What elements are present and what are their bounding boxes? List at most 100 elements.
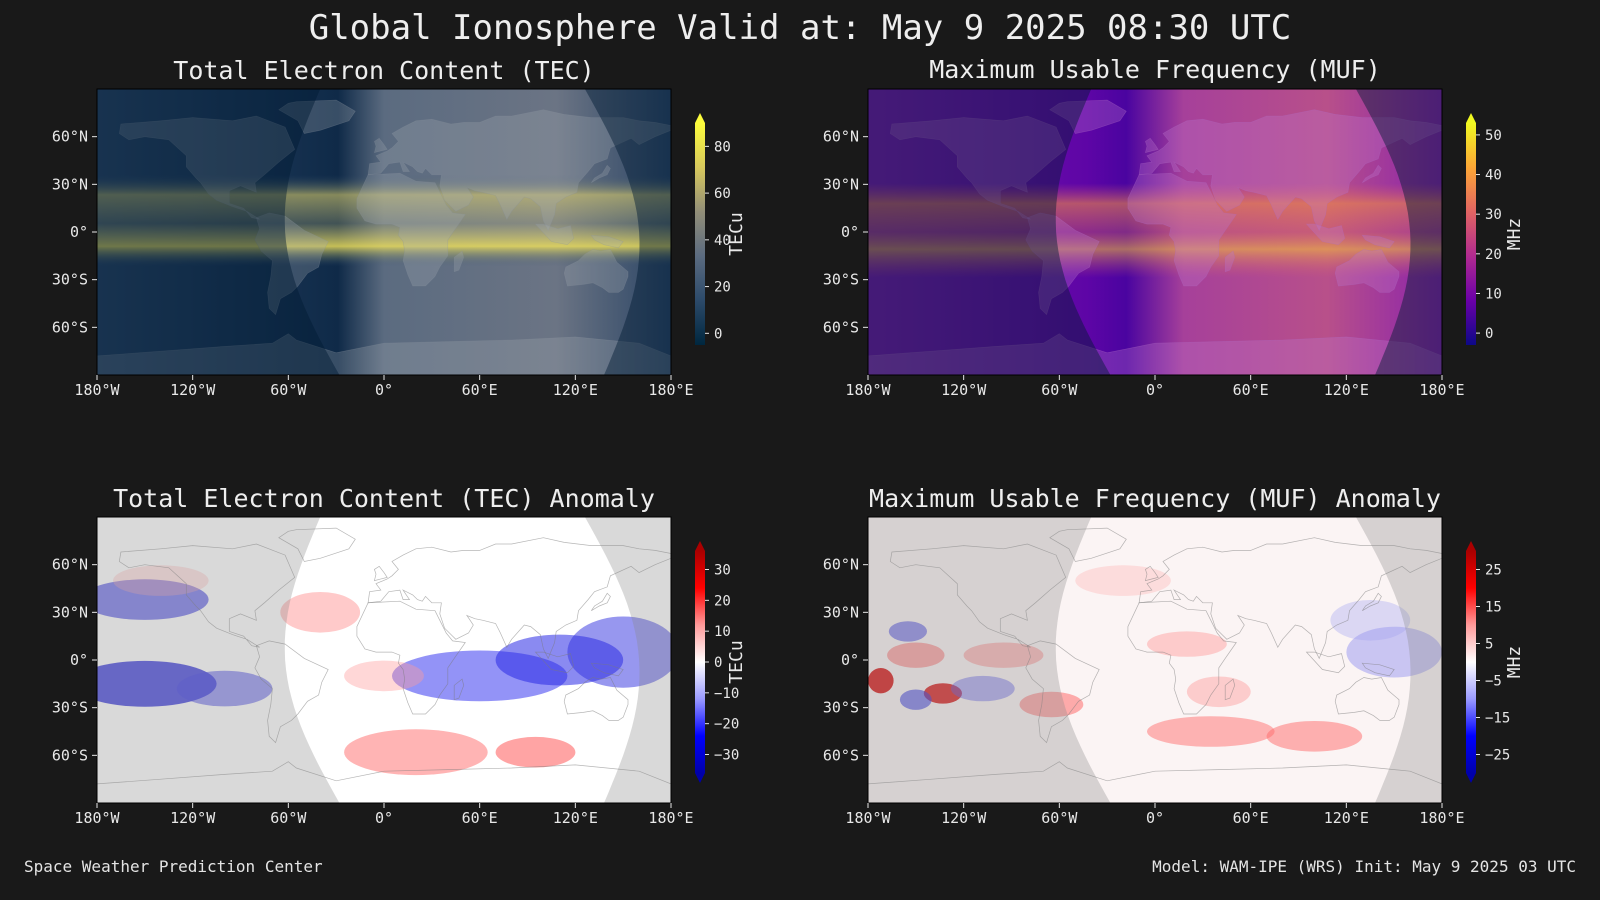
lat-tick-label: 30°N [52, 175, 88, 193]
lat-tick-label: 0° [841, 223, 859, 241]
lon-tick-label: 120°W [170, 381, 216, 399]
land-shape [534, 223, 575, 246]
colorbar-tick-label: −5 [1485, 674, 1502, 690]
land-shape [367, 109, 671, 232]
colorbar-ramp [1466, 123, 1476, 345]
anomaly-blob [495, 736, 576, 768]
anomaly-blob [97, 579, 209, 620]
footer-model: Model: WAM-IPE (WRS) Init: May 9 2025 03… [1152, 857, 1576, 876]
muf-anomaly-colorbar: 25 15 5 −5 −15 −25 MHz [1466, 541, 1525, 783]
anomaly-blob [899, 689, 932, 710]
tec-anomaly-map: 60°N 30°N 0° 30°S 60°S 180°W 120°W 60°W 0° 60°E 12… [52, 516, 747, 827]
lat-tick-label: 30°S [823, 699, 859, 717]
coastline [97, 761, 671, 803]
colorbar-tick-label: 25 [1485, 563, 1502, 579]
lon-tick-label: 120°E [1324, 381, 1369, 399]
lon-tick-label: 0° [1146, 809, 1164, 827]
anomaly-blob [887, 642, 945, 668]
colorbar-tick-label: −10 [714, 686, 739, 702]
coastline [254, 640, 329, 744]
lon-tick-label: 180°W [74, 381, 120, 399]
coastline [889, 543, 1067, 648]
coastline [453, 678, 465, 701]
tec-anomaly-panel-title: Total Electron Content (TEC) Anomaly [113, 484, 655, 513]
lat-tick-label: 60°S [52, 318, 88, 336]
colorbar-tick-label: −25 [1485, 748, 1510, 764]
colorbar-extend-max [695, 541, 705, 551]
tec-anomaly-colorbar: 30 20 10 0 −10 −20 −30 TECu [695, 541, 747, 783]
land-shape [1361, 234, 1395, 249]
night-shade-east [584, 517, 671, 803]
lon-tick-label: 180°E [1419, 809, 1464, 827]
land-shape [118, 115, 296, 220]
coastline [356, 600, 466, 715]
land-shape [373, 137, 388, 154]
night-shade-west [97, 89, 340, 375]
colorbar-tick-label: 80 [714, 139, 731, 155]
colorbar-tick-label: 0 [1485, 326, 1493, 342]
lon-tick-label: 180°E [648, 381, 693, 399]
lon-tick-label: 120°W [170, 809, 216, 827]
lon-tick-label: 60°E [1233, 381, 1269, 399]
lat-tick-label: 60°S [823, 318, 859, 336]
anomaly-blob [1186, 676, 1251, 708]
colorbar-tick-label: 20 [714, 593, 731, 609]
colorbar-tick-label: −20 [714, 717, 739, 733]
lat-tick-label: 30°S [52, 699, 88, 717]
anomaly-blob [344, 729, 488, 776]
coastline [1138, 537, 1442, 660]
night-shade-east [584, 89, 671, 375]
colorbar-label: TECu [726, 640, 747, 683]
land-shape [1224, 250, 1236, 273]
night-shade-west [868, 517, 1111, 803]
colorbar-tick-label: 10 [1485, 286, 1502, 302]
night-shade-east [1355, 517, 1442, 803]
coastline [534, 651, 575, 674]
colorbar-label: MHz [1504, 218, 1525, 251]
anomaly-blob [868, 668, 894, 694]
anomaly-blob [113, 565, 209, 596]
night-shade-west [868, 89, 1111, 375]
coastline [1224, 678, 1236, 701]
tec-panel-title: Total Electron Content (TEC) [173, 56, 595, 85]
colorbar-tick-label: 0 [714, 326, 722, 342]
lat-tick-label: 60°N [52, 556, 88, 574]
colorbar-label: TECu [726, 212, 747, 255]
colorbar-tick-label: 5 [1485, 637, 1493, 653]
coastline [1049, 527, 1127, 562]
coastline [373, 565, 388, 582]
coastline [563, 677, 629, 721]
land-shape [563, 249, 629, 293]
lat-tick-label: 60°N [823, 556, 859, 574]
lon-tick-label: 180°E [648, 809, 693, 827]
lon-tick-label: 180°E [1419, 381, 1464, 399]
muf-colorbar: 0 10 20 30 40 50 MHz [1466, 113, 1525, 345]
anomaly-blob [176, 670, 273, 707]
lon-tick-label: 60°W [270, 381, 307, 399]
lon-tick-label: 120°E [1324, 809, 1369, 827]
lat-tick-label: 0° [70, 651, 88, 669]
land-shape [591, 164, 611, 183]
coastline [868, 761, 1442, 803]
colorbar-tick-label: 40 [714, 233, 731, 249]
land-shape [590, 234, 624, 249]
coastline [590, 662, 624, 677]
lat-tick-label: 30°N [823, 603, 859, 621]
lat-tick-label: 60°N [823, 128, 859, 146]
lat-tick-label: 30°S [52, 271, 88, 289]
lat-tick-label: 60°N [52, 128, 88, 146]
coastline [1361, 662, 1395, 677]
lon-tick-label: 0° [375, 809, 393, 827]
lon-tick-label: 60°E [462, 809, 498, 827]
lat-tick-label: 0° [841, 651, 859, 669]
land-shape [356, 172, 466, 287]
muf-anomaly-map-area [868, 517, 1442, 803]
colorbar-tick-label: 50 [1485, 128, 1502, 144]
anomaly-blob [923, 683, 963, 704]
land-shape [868, 333, 1442, 375]
lon-tick-label: 0° [1146, 381, 1164, 399]
coastline [1025, 640, 1100, 744]
land-shape [1334, 249, 1400, 293]
coastline [1334, 677, 1400, 721]
muf-anomaly-panel-title: Maximum Usable Frequency (MUF) Anomaly [869, 484, 1441, 513]
